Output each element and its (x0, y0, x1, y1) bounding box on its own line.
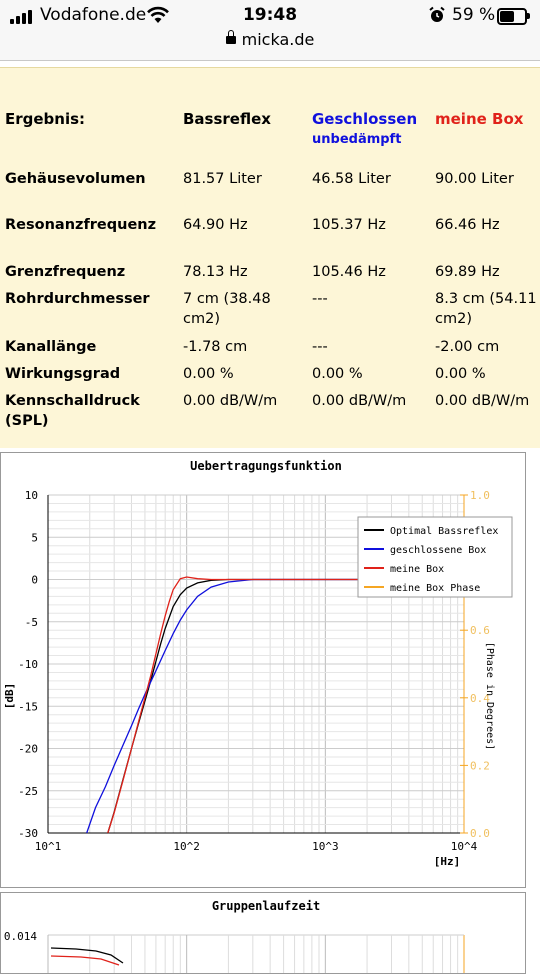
y-tick-label: -5 (25, 616, 38, 629)
value-cell: 8.3 cm (54.11 (435, 291, 537, 307)
value-cell: 78.13 Hz (183, 264, 248, 280)
chart-legend: Optimal Bassreflex geschlossene Box meine … (357, 516, 513, 598)
clock-time: 19:48 (242, 5, 298, 25)
legend-label: geschlossene Box (390, 545, 486, 556)
value-cell: 0.00 dB/W/m (435, 393, 530, 409)
column-header-geschlossen: Geschlossen (312, 110, 418, 128)
x-tick-label: 10^3 (312, 840, 339, 853)
y-tick-label: -20 (18, 743, 38, 756)
value-cell: 81.57 Liter (183, 171, 262, 187)
value-cell: 64.90 Hz (183, 217, 248, 233)
y-tick-label: 5 (31, 531, 38, 544)
value-cell: cm2) (183, 311, 220, 327)
y-tick-label: -30 (18, 827, 38, 840)
result-header-label: Ergebnis: (5, 110, 86, 128)
y2-axis-label: [Phase in Degrees] (484, 642, 495, 750)
browser-status-bar: Vodafone.de 19:48 59 % micka.de (0, 0, 540, 61)
y-tick-label: -25 (18, 785, 38, 798)
value-cell: 0.00 % (435, 366, 486, 382)
x-tick-label: 10^4 (451, 840, 478, 853)
y-tick-label: 0 (31, 574, 38, 587)
url-text: micka.de (241, 30, 315, 49)
results-table: Ergebnis: Bassreflex Geschlossen unbedäm… (0, 67, 540, 448)
value-cell: 105.46 Hz (312, 264, 386, 280)
wifi-icon (147, 6, 169, 23)
value-cell: --- (312, 291, 328, 307)
series-line-meine-box (107, 576, 368, 834)
x-axis-label: [Hz] (434, 855, 461, 868)
value-cell: 46.58 Liter (312, 171, 391, 187)
value-cell: --- (312, 339, 328, 355)
value-cell: cm2) (435, 311, 472, 327)
chart-title: Gruppenlaufzeit (212, 899, 320, 913)
row-label-spl: (SPL) (5, 413, 49, 429)
legend-label: meine Box (390, 564, 444, 575)
value-cell: 0.00 dB/W/m (183, 393, 278, 409)
y2-tick-label: 0.4 (470, 692, 490, 705)
legend-label: Optimal Bassreflex (390, 526, 498, 537)
value-cell: 90.00 Liter (435, 171, 514, 187)
group-delay-chart: Gruppenlaufzeit 0.014 (4, 899, 465, 973)
x-tick-label: 10^1 (35, 840, 62, 853)
chart-title: Uebertragungsfunktion (190, 459, 342, 473)
y-tick-label: 10 (25, 489, 38, 502)
y2-tick-label: 0.6 (470, 624, 490, 637)
y-tick-label: -15 (18, 700, 38, 713)
row-label-kanallaenge: Kanallänge (5, 339, 97, 355)
chart-grid (47, 934, 465, 973)
battery-icon (497, 8, 530, 25)
value-cell: 66.46 Hz (435, 217, 500, 233)
chart-axes: 1050-5-10-15-20-25-301.00.80.60.40.20.01… (18, 489, 490, 853)
row-label-rohrdurchmesser: Rohrdurchmesser (5, 291, 150, 307)
carrier-name: Vodafone.de (40, 5, 147, 25)
row-label-wirkungsgrad: Wirkungsgrad (5, 366, 121, 382)
y-tick-label: -10 (18, 658, 38, 671)
value-cell: 69.89 Hz (435, 264, 500, 280)
y2-tick-label: 0.0 (470, 827, 490, 840)
y2-tick-label: 0.2 (470, 759, 490, 772)
transfer-function-chart: Uebertragungsfunktion 10 5 0 -5 -10 -15 -20 -25… (3, 459, 513, 868)
legend-label: meine Box Phase (390, 583, 480, 594)
chart-lines (50, 947, 124, 966)
row-label-kennschalldruck: Kennschalldruck (5, 393, 140, 409)
cellular-signal-icon (10, 8, 34, 24)
transfer-function-chart-panel: Uebertragungsfunktion 10 5 0 -5 -10 -15 -20 -25… (0, 452, 526, 888)
value-cell: 0.00 dB/W/m (312, 393, 407, 409)
column-header-bassreflex: Bassreflex (183, 110, 271, 128)
row-label-gehaeusevolumen: Gehäusevolumen (5, 171, 146, 187)
y2-tick-label: 1.0 (470, 489, 490, 502)
row-label-grenzfrequenz: Grenzfrequenz (5, 264, 126, 280)
battery-percentage: 59 % (452, 5, 496, 25)
lock-icon (225, 30, 236, 44)
group-delay-chart-panel: Gruppenlaufzeit 0.014 (0, 892, 526, 974)
alarm-clock-icon (429, 6, 445, 22)
column-header-meine-box: meine Box (435, 110, 524, 128)
row-label-resonanzfrequenz: Resonanzfrequenz (5, 217, 157, 233)
series-line-meine-box (50, 955, 120, 966)
value-cell: 0.00 % (312, 366, 363, 382)
value-cell: -1.78 cm (183, 339, 248, 355)
series-line-optimal-bassreflex (50, 947, 124, 964)
address-bar[interactable]: micka.de (0, 30, 540, 49)
column-header-geschlossen-sub: unbedämpft (312, 132, 402, 147)
value-cell: -2.00 cm (435, 339, 500, 355)
chart-lines (86, 576, 368, 834)
value-cell: 0.00 % (183, 366, 234, 382)
y-axis-label: [dB] (3, 683, 16, 710)
y-tick-label: 0.014 (4, 930, 37, 943)
value-cell: 105.37 Hz (312, 217, 386, 233)
value-cell: 7 cm (38.48 (183, 291, 271, 307)
x-tick-label: 10^2 (173, 840, 200, 853)
chart-grid (47, 494, 464, 834)
